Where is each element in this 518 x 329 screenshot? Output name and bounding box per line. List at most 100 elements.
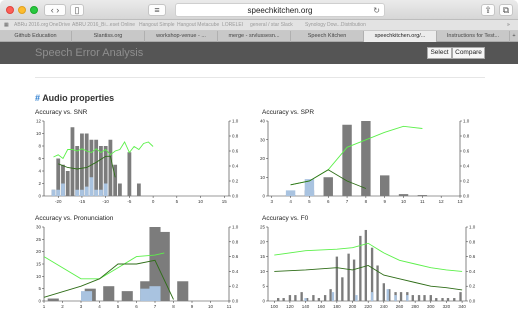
bar-blue [51,189,56,196]
tab[interactable]: Github Education [0,31,72,42]
y-tick-label: 40 [260,119,266,124]
select-button[interactable]: Select [427,47,452,59]
bar-gray [61,164,65,196]
grid-icon[interactable]: ▦ [4,22,9,28]
bar-gray [113,164,118,196]
x-tick-label: 2 [61,304,64,309]
bar-gray [446,298,450,301]
x-tick-label: 3 [271,199,274,204]
bar-gray [312,295,315,301]
chart-title: Accuracy vs. F0 [262,215,309,222]
anchor-link[interactable]: # [35,93,41,103]
address-bar[interactable]: speechkitchen.org ↻ [175,3,385,17]
bar-gray [127,152,132,196]
y-tick-label: 10 [260,175,266,180]
bookmark-item[interactable]: general / star Slack [250,22,293,28]
bookmark-item[interactable]: LORELEI [222,22,244,28]
sidebar-icon: ▯ [74,5,80,15]
bar-gray [323,177,333,196]
chevron-left-icon[interactable]: ‹ [50,5,54,15]
x-tick-label: 5 [117,304,120,309]
bar-gray [103,286,115,301]
bookmark-item[interactable]: ABRU 2016_Bi...eset Online [72,22,136,28]
tab-label: workshop-venue - ... [156,33,206,39]
bookmark-item[interactable]: OneDrive [49,22,71,28]
x-tick-label: 11 [420,199,425,204]
divider [35,77,485,78]
chevron-right-icon[interactable]: › [56,5,60,15]
y2-tick-label: 0.0 [232,299,239,304]
bookmark-item[interactable]: Synology Dow...Distribution [305,22,366,28]
x-tick-label: 240 [380,304,388,309]
bar-gray [65,171,70,196]
bar-gray [417,195,428,196]
y-tick-label: 4 [38,169,41,174]
bookmark-item[interactable]: ABRu 2016.org [14,22,49,28]
bar-blue [99,189,103,196]
y2-tick-label: 0.6 [232,149,239,154]
bar-gray [121,291,133,301]
sidebar-toggle-button[interactable]: ▯ [70,4,84,16]
tab[interactable]: workshop-venue - ... [145,31,218,42]
bar-gray [435,298,438,301]
bar-gray [323,295,327,301]
series-line-light [43,252,165,280]
x-tick-label: 160 [317,304,325,309]
compare-button[interactable]: Compare [452,47,485,59]
bar-gray [56,158,61,196]
reload-icon[interactable]: ↻ [373,6,380,15]
more-bookmarks-icon[interactable]: » [507,22,510,28]
zoom-window-button[interactable] [30,6,38,14]
tab-active[interactable]: speechkitchen.org/... [364,31,437,42]
bar-gray [89,139,94,196]
section-title: # Audio properties [35,93,114,104]
x-tick-label: 0 [152,199,155,204]
bar-blue [81,291,93,301]
bookmark-item[interactable]: Hangout Simple [139,22,175,28]
close-window-button[interactable] [6,6,14,14]
y2-tick-label: 0.6 [463,149,470,154]
reader-button[interactable]: ≡ [148,4,166,16]
back-forward-buttons[interactable]: ‹ › [44,4,66,16]
tab-label: Slantiss.org [93,33,123,39]
y-tick-label: 6 [38,156,41,161]
bar-gray [300,292,303,301]
x-tick-label: 6 [135,304,138,309]
y2-tick-label: 1.0 [463,119,470,124]
y2-tick-label: 0.4 [232,164,239,169]
y-tick-label: 0 [38,194,41,199]
bar-blue [75,189,80,196]
tabs-overview-button[interactable]: ⧉ [499,4,513,16]
y-tick-label: 2 [38,181,41,186]
y2-tick-label: 0.8 [232,134,239,139]
bar-gray [423,295,426,301]
x-tick-label: 180 [333,304,341,309]
bar-gray [294,295,297,301]
bar-blue [355,295,358,301]
tab[interactable]: Speech Kitchen [291,31,364,42]
bar-blue [61,183,65,196]
bar-gray [84,133,89,196]
x-tick-label: -20 [55,199,62,204]
share-button[interactable]: ⇪ [481,4,495,16]
bar-gray [282,298,285,301]
tab[interactable]: merge - srvlussesn... [218,31,291,42]
bar-gray [158,231,170,301]
tab[interactable]: Instructions for Test... [437,31,510,42]
bar-gray [359,235,362,301]
x-tick-label: 9 [191,304,194,309]
url-text: speechkitchen.org [247,6,313,15]
y-tick-label: 10 [36,131,42,136]
x-tick-label: 4 [98,304,101,309]
bar-gray [429,295,432,301]
x-tick-label: 7 [346,199,349,204]
section-title-text: Audio properties [42,93,115,103]
bookmarks-bar: ▦ ABRu 2016.org OneDrive ABRU 2016_Bi...… [0,20,518,31]
new-tab-button[interactable]: + [510,31,518,42]
minimize-window-button[interactable] [18,6,26,14]
bookmark-item[interactable]: Hangout Metacube [177,22,220,28]
tab[interactable]: Slantiss.org [72,31,145,42]
share-icon: ⇪ [484,5,492,15]
x-tick-label: 120 [286,304,294,309]
